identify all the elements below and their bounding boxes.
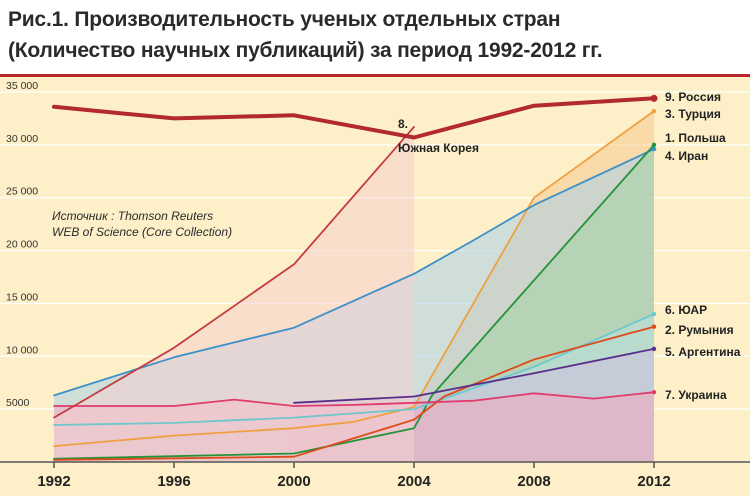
x-tick-label: 2004 [397, 473, 431, 490]
y-tick-label: 10 000 [6, 344, 38, 356]
x-tick-label: 1996 [157, 473, 190, 490]
series-label: 4. Иран [665, 149, 708, 163]
series-area [54, 126, 414, 463]
series-line [53, 110, 655, 447]
series-line [53, 325, 655, 461]
series-line [53, 148, 655, 397]
series-line [53, 144, 655, 460]
y-tick-label: 5000 [6, 397, 30, 409]
y-tick-label: 25 000 [6, 186, 38, 198]
title-band: Рис.1. Производительность ученых отдельн… [0, 0, 750, 74]
series-end-marker [651, 390, 657, 395]
series-line [293, 348, 655, 404]
source-note: Источник : Thomson Reuters WEB of Scienc… [52, 208, 232, 240]
x-tick-label: 1992 [37, 473, 70, 490]
area-fill-layer [54, 111, 654, 463]
series-line-layer [52, 94, 658, 461]
series-line [53, 126, 415, 419]
series-label: 9. Россия [665, 90, 721, 104]
y-tick-label: 15 000 [6, 291, 38, 303]
series-label: 3. Турция [665, 107, 721, 121]
series-end-marker [651, 146, 657, 152]
series-line [53, 391, 655, 407]
x-tick-label: 2008 [517, 473, 550, 490]
series-line [53, 313, 655, 426]
chart-title-line-1: Рис.1. Производительность ученых отдельн… [8, 8, 561, 31]
y-tick-label: 20 000 [6, 239, 38, 251]
series-end-marker [651, 311, 657, 317]
series-label: 6. ЮАР [665, 303, 707, 317]
series-label: 8. [398, 117, 408, 131]
series-label-layer: 9. Россия 3. Турция 1. Польша 4. Иран 6. ЮАР… [398, 90, 741, 402]
series-label: 7. Украина [665, 388, 727, 402]
chart-title-line-2: (Количество научных публикаций) за перио… [8, 39, 603, 62]
series-end-marker [650, 94, 658, 102]
series-end-marker [651, 108, 657, 114]
series-label: 2. Румыния [665, 323, 734, 337]
series-label: 1. Польша [665, 131, 726, 145]
x-tick-label: 2000 [277, 473, 310, 490]
series-label: 5. Аргентина [665, 345, 741, 359]
series-end-marker [651, 142, 657, 148]
title-rule [0, 74, 750, 77]
x-tick-label: 2012 [637, 473, 670, 490]
series-line [52, 96, 656, 140]
y-tick-label: 30 000 [6, 133, 38, 145]
series-end-marker [651, 324, 657, 329]
source-line-2: WEB of Science (Core Collection) [52, 225, 233, 239]
y-tick-label: 35 000 [6, 80, 38, 92]
source-line-1: Источник : Thomson Reuters [52, 209, 214, 223]
axis-layer: 5000 10 000 15 000 20 000 25 000 30 000 35 000… [0, 80, 750, 490]
series-end-marker [651, 346, 657, 352]
series-label: Южная Корея [398, 141, 479, 155]
